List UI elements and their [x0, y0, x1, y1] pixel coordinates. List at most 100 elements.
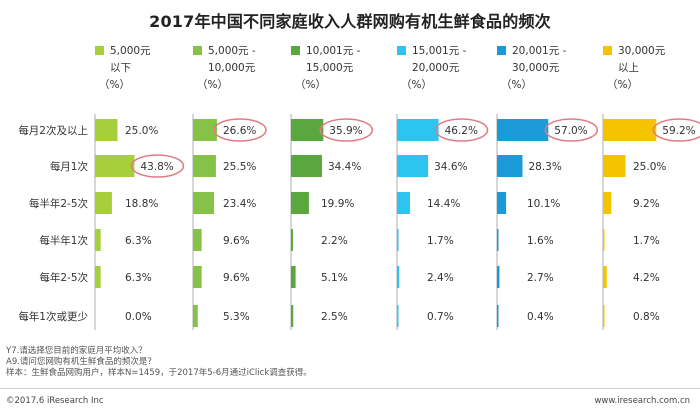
legend-unit: （%） — [501, 79, 532, 91]
bar — [603, 229, 605, 251]
category-label: 每年2-5次 — [39, 271, 88, 284]
category-label: 每年1次或更少 — [18, 310, 88, 323]
data-label: 2.7% — [527, 272, 554, 284]
data-label: 10.1% — [527, 198, 560, 210]
legend-unit: （%） — [401, 79, 432, 91]
data-label: 26.6% — [223, 125, 256, 137]
data-label: 59.2% — [662, 125, 695, 137]
bar — [397, 119, 439, 141]
data-label: 6.3% — [125, 235, 152, 247]
data-label: 4.2% — [633, 272, 660, 284]
data-label: 25.0% — [125, 125, 158, 137]
footer-website: www.iresearch.com.cn — [594, 396, 690, 406]
data-label: 19.9% — [321, 198, 354, 210]
bar — [603, 155, 626, 177]
bar — [291, 155, 322, 177]
data-label: 35.9% — [329, 125, 362, 137]
data-label: 25.5% — [223, 161, 256, 173]
bar — [397, 192, 410, 214]
legend-swatch — [497, 46, 506, 55]
highlight-ellipse — [544, 118, 599, 142]
bar — [193, 305, 198, 327]
bar — [497, 229, 499, 251]
data-label: 0.7% — [427, 311, 454, 323]
data-label: 6.3% — [125, 272, 152, 284]
bar — [397, 305, 399, 327]
bar — [291, 266, 296, 288]
bar — [603, 192, 612, 214]
legend-label: 10,000元 — [208, 62, 256, 74]
footnote-sample: 样本：生鲜食品网购用户，样本N=1459，于2017年5-6月通过iClick调… — [6, 368, 312, 378]
highlight-ellipse — [213, 118, 267, 142]
highlight-ellipse — [652, 118, 700, 142]
bar — [397, 229, 399, 251]
data-label: 43.8% — [140, 161, 173, 173]
bar — [497, 155, 523, 177]
bar — [397, 266, 400, 288]
footer-divider — [0, 388, 700, 389]
bar — [603, 266, 607, 288]
highlight-ellipse — [434, 118, 489, 142]
data-label: 2.2% — [321, 235, 348, 247]
data-label: 2.5% — [321, 311, 348, 323]
legend-unit: （%） — [295, 79, 326, 91]
legend-label: 15,000元 — [306, 62, 354, 74]
data-label: 34.4% — [328, 161, 361, 173]
highlight-ellipse — [319, 118, 374, 142]
category-label: 每月1次 — [50, 160, 89, 173]
data-label: 18.8% — [125, 198, 158, 210]
category-label: 每月2次及以上 — [18, 124, 88, 137]
data-label: 0.0% — [125, 311, 152, 323]
legend-unit: （%） — [197, 79, 228, 91]
bar — [291, 192, 309, 214]
bar — [291, 305, 294, 327]
legend-swatch — [95, 46, 104, 55]
chart-title: 2017年中国不同家庭收入人群网购有机生鲜食品的频次 — [149, 12, 551, 31]
bar — [95, 229, 101, 251]
bar — [397, 155, 429, 177]
data-label: 1.6% — [527, 235, 554, 247]
data-label: 14.4% — [427, 198, 460, 210]
legend-label: 20,001元 - — [512, 45, 567, 57]
data-label: 57.0% — [554, 125, 587, 137]
legend-label: 15,001元 - — [412, 45, 467, 57]
data-label: 46.2% — [445, 125, 478, 137]
legend-label: 20,000元 — [412, 62, 460, 74]
data-label: 5.3% — [223, 311, 250, 323]
bar — [193, 192, 215, 214]
data-label: 23.4% — [223, 198, 256, 210]
bar — [95, 192, 112, 214]
bar — [193, 155, 216, 177]
footnotes: Y7.请选择您目前的家庭月平均收入？ A9.请问您网购有机生鲜食品的频次是？ 样… — [6, 346, 312, 379]
legend-label: 5,000元 — [110, 45, 151, 57]
legend-label: 30,000元 — [618, 45, 666, 57]
data-label: 34.6% — [434, 161, 467, 173]
data-label: 1.7% — [427, 235, 454, 247]
legend-label: 5,000元 - — [208, 45, 256, 57]
legend-swatch — [397, 46, 406, 55]
highlight-ellipse — [130, 154, 185, 178]
bar — [497, 266, 500, 288]
legend-label: 以上 — [618, 62, 639, 74]
legend-swatch — [193, 46, 202, 55]
legend-label: 10,001元 - — [306, 45, 361, 57]
data-label: 9.6% — [223, 235, 250, 247]
data-label: 9.2% — [633, 198, 660, 210]
category-label: 每半年1次 — [39, 234, 88, 247]
bar — [603, 305, 605, 327]
legend-swatch — [291, 46, 300, 55]
data-label: 28.3% — [528, 161, 561, 173]
bar — [497, 192, 507, 214]
bar — [603, 119, 657, 141]
legend-label: 30,000元 — [512, 62, 560, 74]
data-label: 1.7% — [633, 235, 660, 247]
category-label: 每半年2-5次 — [29, 197, 89, 210]
bar — [291, 119, 324, 141]
bar — [291, 229, 293, 251]
data-label: 0.4% — [527, 311, 554, 323]
legend-unit: （%） — [99, 79, 130, 91]
data-label: 9.6% — [223, 272, 250, 284]
bar — [193, 229, 202, 251]
